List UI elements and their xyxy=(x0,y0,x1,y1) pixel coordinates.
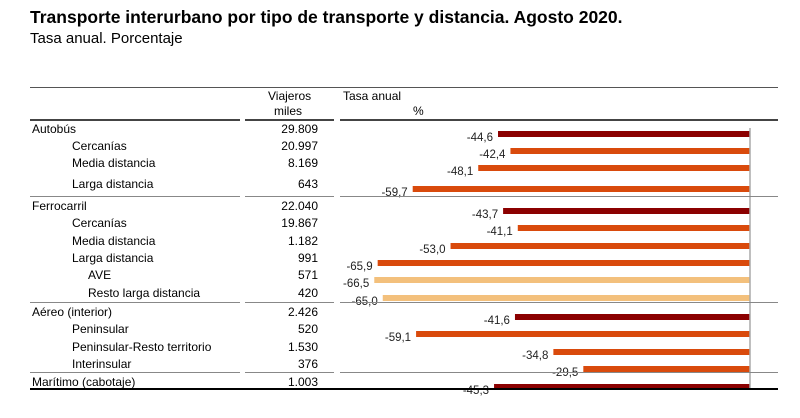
bar xyxy=(374,277,750,283)
bar-data-label: -43,7 xyxy=(472,209,498,221)
row-label: Resto larga distancia xyxy=(88,286,201,300)
bar-data-label: -42,4 xyxy=(479,149,506,161)
bar-data-label: -53,0 xyxy=(419,244,445,256)
bar xyxy=(514,314,750,320)
bar xyxy=(412,186,750,192)
bar-data-label: -29,5 xyxy=(552,367,578,379)
chart-subtitle: Tasa anual. Porcentaje xyxy=(30,30,183,47)
row-viajeros: 1.182 xyxy=(287,234,318,248)
row-viajeros: 1.530 xyxy=(287,340,318,354)
bar-data-label: -59,1 xyxy=(385,332,411,344)
row-label: Autobús xyxy=(32,122,77,136)
bar xyxy=(382,295,750,301)
header-viajeros-unit: miles xyxy=(274,104,303,118)
row-label: Media distancia xyxy=(72,156,156,170)
bar-data-label: -48,1 xyxy=(447,166,473,178)
row-viajeros: 571 xyxy=(297,268,318,282)
row-label: Aéreo (interior) xyxy=(32,305,113,319)
group-rule-3b xyxy=(245,372,334,373)
bar xyxy=(510,148,750,154)
bottom-rule xyxy=(30,388,778,390)
row-viajeros: 991 xyxy=(297,251,318,265)
bar-data-label: -41,6 xyxy=(484,315,510,327)
row-label: Ferrocarril xyxy=(32,199,87,213)
bar xyxy=(416,331,750,337)
group-rule-1b xyxy=(245,196,334,197)
chart-title: Transporte interurbano por tipo de trans… xyxy=(30,7,623,27)
row-label: Peninsular xyxy=(72,322,129,336)
group-rule-1c xyxy=(340,196,778,197)
bar xyxy=(553,349,750,355)
bar-data-label: -59,7 xyxy=(381,187,407,199)
row-viajeros: 20.997 xyxy=(281,139,318,153)
bar xyxy=(583,366,750,372)
group-rule-3 xyxy=(30,372,240,373)
row-label: Interinsular xyxy=(72,357,132,371)
bar-data-label: -44,6 xyxy=(467,132,493,144)
row-viajeros: 29.809 xyxy=(281,122,318,136)
header-rule-tasa xyxy=(340,119,778,121)
group-rule-2c xyxy=(340,302,778,303)
bar-data-label: -66,5 xyxy=(343,278,369,290)
row-viajeros: 2.426 xyxy=(287,305,318,319)
header-rule-viajeros xyxy=(245,119,334,121)
bar xyxy=(498,131,750,137)
group-rule-2b xyxy=(245,302,334,303)
bar-data-label: -45,3 xyxy=(463,385,489,397)
row-label: Cercanías xyxy=(72,139,127,153)
group-rule-1 xyxy=(30,196,240,197)
top-rule xyxy=(30,87,778,88)
row-label: Larga distancia xyxy=(72,251,154,265)
row-viajeros: 8.169 xyxy=(287,156,318,170)
bar-data-label: -65,9 xyxy=(346,261,372,273)
bar xyxy=(450,243,750,249)
row-label: AVE xyxy=(88,268,112,282)
row-viajeros: 376 xyxy=(297,357,318,371)
header-rule-label xyxy=(30,119,240,121)
row-viajeros: 643 xyxy=(297,177,318,191)
bar xyxy=(478,165,750,171)
row-label: Larga distancia xyxy=(72,177,154,191)
bar xyxy=(503,208,750,214)
row-viajeros: 22.040 xyxy=(281,199,318,213)
row-label: Cercanías xyxy=(72,216,127,230)
bar xyxy=(494,384,750,390)
header-tasa-unit: % xyxy=(413,104,424,118)
row-viajeros: 19.867 xyxy=(281,216,318,230)
bar xyxy=(517,225,750,231)
bar xyxy=(377,260,750,266)
row-label: Peninsular-Resto territorio xyxy=(72,340,212,354)
header-tasa: Tasa anual xyxy=(343,89,402,103)
header-viajeros: Viajeros xyxy=(268,89,312,103)
bar-data-label: -41,1 xyxy=(487,226,513,238)
row-viajeros: 520 xyxy=(297,322,318,336)
row-viajeros: 1.003 xyxy=(287,375,318,389)
group-rule-3c xyxy=(340,372,778,373)
row-label: Media distancia xyxy=(72,234,156,248)
bar-data-label: -34,8 xyxy=(522,350,548,362)
group-rule-2 xyxy=(30,302,240,303)
row-label: Marítimo (cabotaje) xyxy=(32,375,136,389)
row-viajeros: 420 xyxy=(297,286,318,300)
